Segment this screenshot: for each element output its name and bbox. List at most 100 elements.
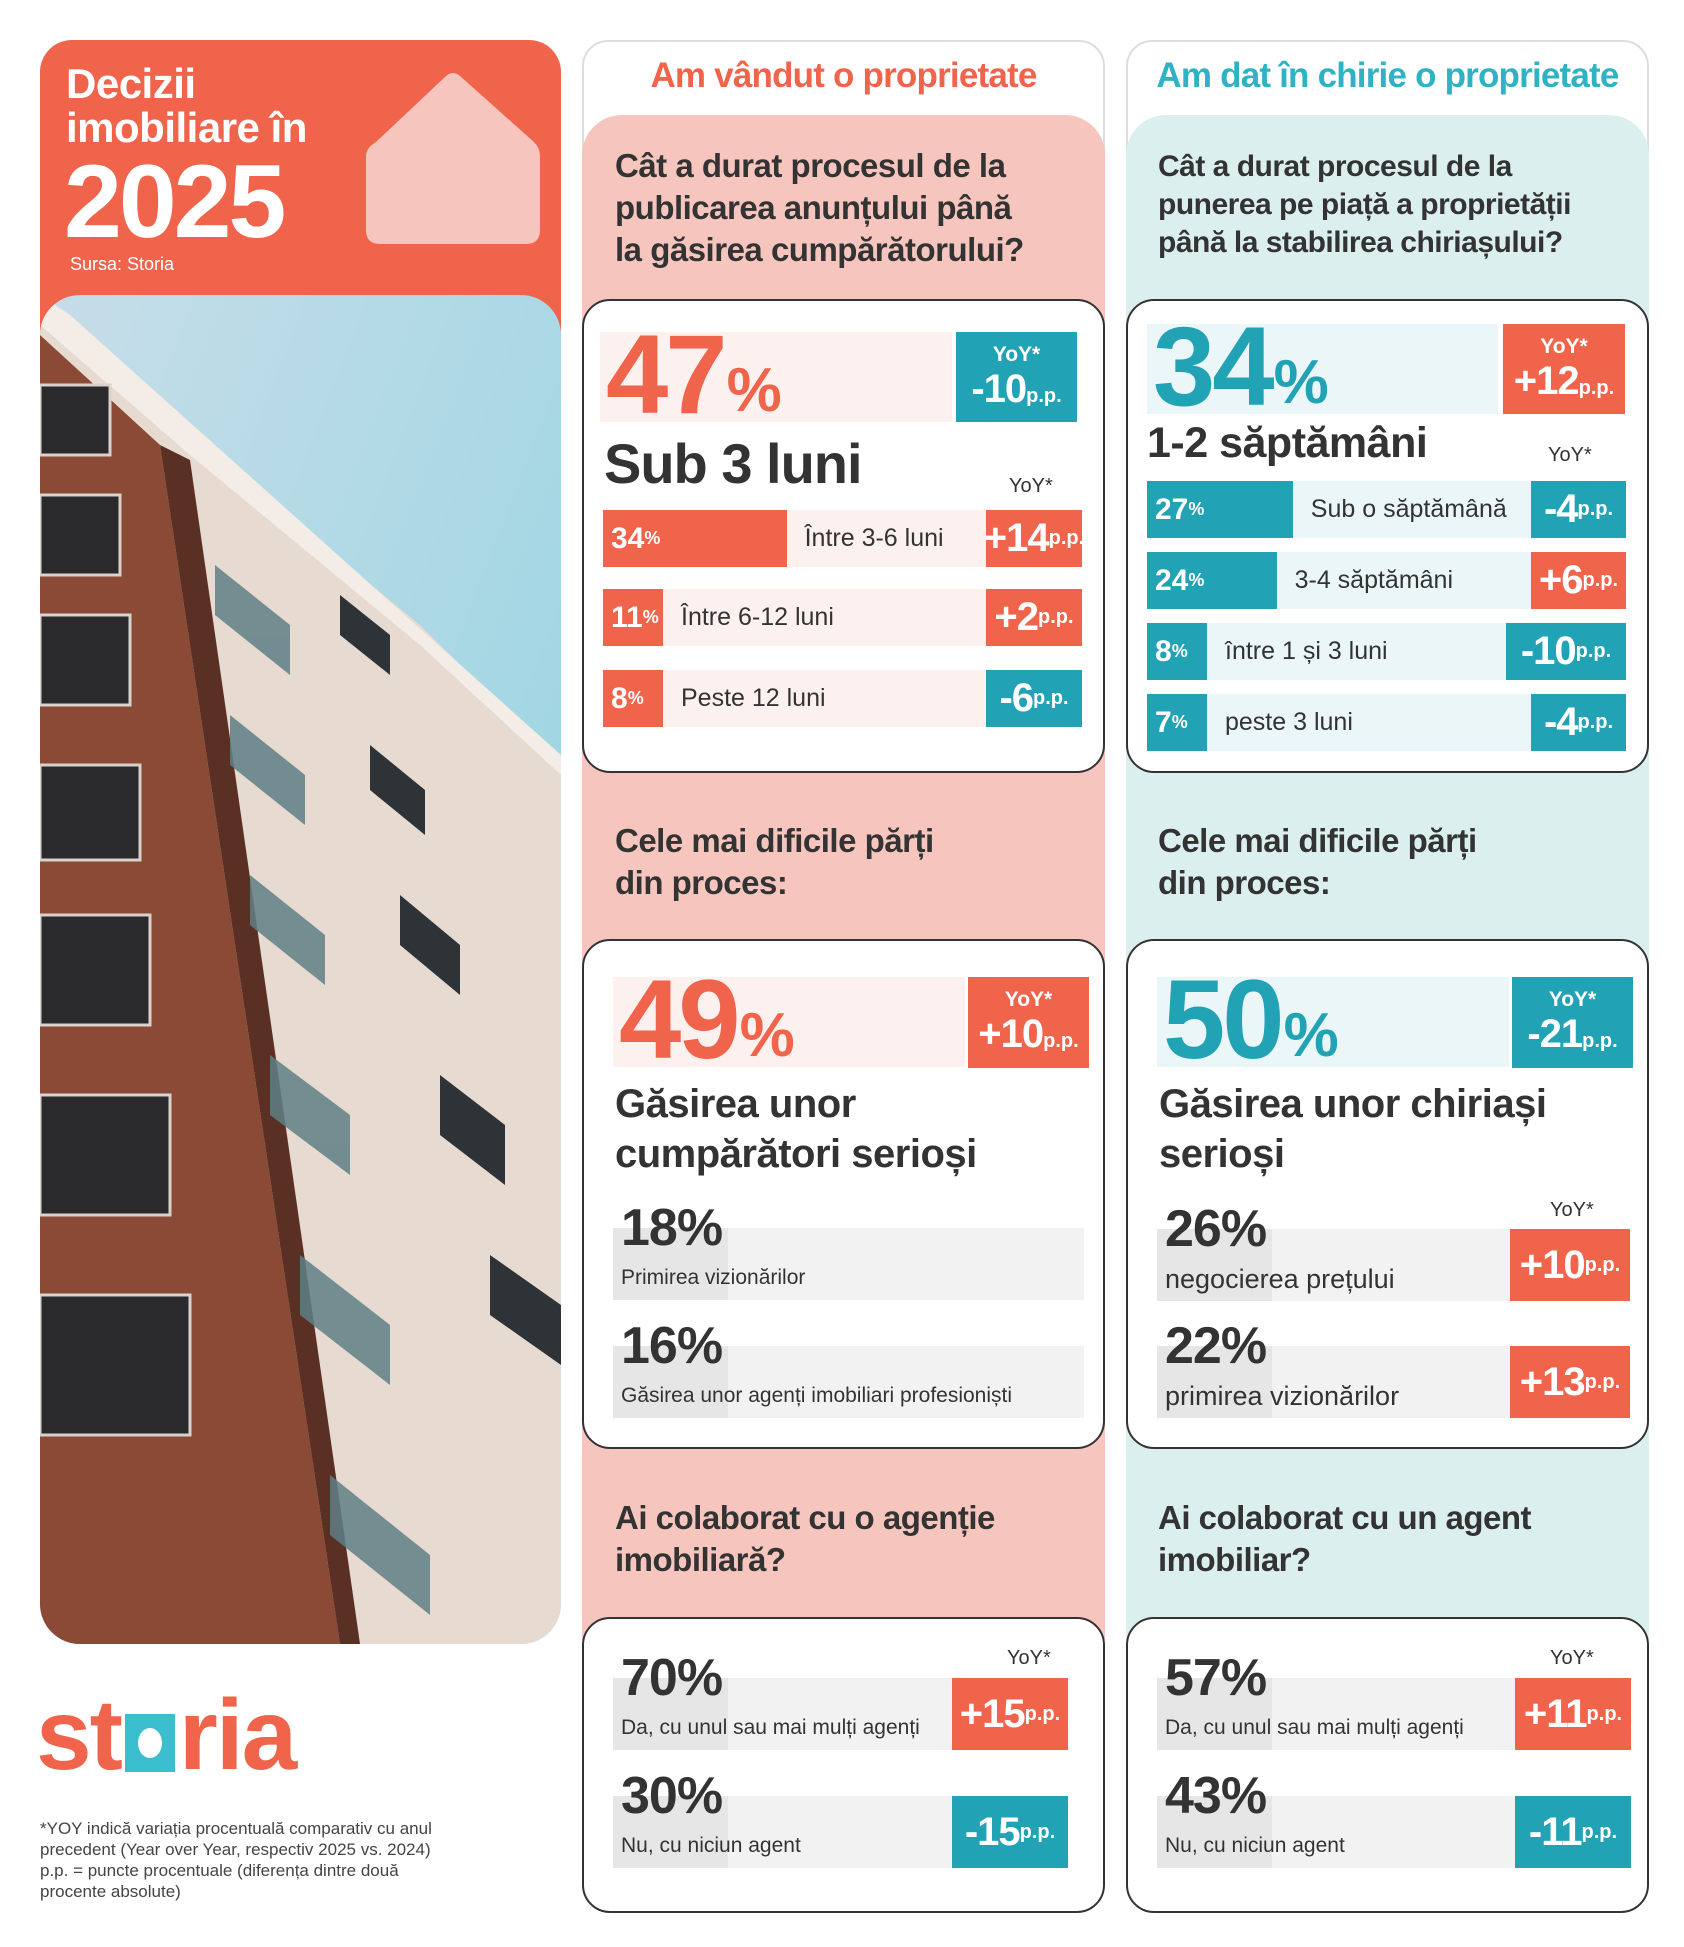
yoy-value: +12: [1513, 358, 1580, 403]
main-stat: 34%: [1147, 311, 1498, 423]
row-label: Sub o săptămână: [1310, 495, 1507, 523]
main-percent: 50: [1163, 957, 1285, 1082]
pp-unit: p.p.: [1578, 376, 1615, 399]
yoy-badge: +10 p.p.: [1510, 1229, 1630, 1301]
duration-row: 7% peste 3 luni -4 p.p.: [1147, 694, 1626, 751]
main-stat: 47%: [600, 319, 952, 431]
yoy-badge: -4 p.p.: [1531, 481, 1626, 538]
yoy-label: YoY*: [992, 342, 1041, 366]
rented-difficulties-card: 50% YoY* -21p.p. Găsirea unor chiriași s…: [1126, 939, 1649, 1449]
percent-fill: 8%: [603, 670, 663, 727]
agency-percent: 30%: [621, 1767, 723, 1825]
duration-row: 24% 3-4 săptămâni +6 p.p.: [1147, 552, 1626, 609]
yoy-badge: +2 p.p.: [986, 589, 1082, 646]
difficulty-label: primirea vizionărilor: [1165, 1381, 1400, 1411]
sold-difficulties-card: 49% YoY* +10p.p. Găsirea unor cumpărător…: [582, 939, 1105, 1449]
pp-unit: p.p.: [1026, 384, 1062, 407]
agent-label: Da, cu unul sau mai mulți agenți: [1165, 1716, 1464, 1739]
difficulty-percent: 26%: [1165, 1200, 1267, 1258]
agency-bar: 70% Da, cu unul sau mai mulți agenți +15…: [613, 1652, 1068, 1750]
difficulty-bar: 16% Găsirea unor agenți imobiliari profe…: [613, 1320, 1084, 1418]
difficulty-label: Găsirea unor agenți imobiliari profesion…: [621, 1384, 1013, 1407]
percent-fill: 27%: [1147, 481, 1293, 538]
yoy-column-label: YoY*: [1009, 475, 1053, 497]
house-icon: [366, 73, 540, 244]
rented-duration-question: Cât a durat procesul de la punerea pe pi…: [1158, 150, 1571, 259]
agent-bar: 57% Da, cu unul sau mai mulți agenți +11…: [1157, 1652, 1631, 1750]
hero-year: 2025: [64, 144, 286, 260]
yoy-badge: YoY* -21p.p.: [1512, 977, 1633, 1068]
duration-row: 11% Între 6-12 luni +2 p.p.: [603, 589, 1082, 646]
main-percent: 34: [1153, 304, 1275, 429]
yoy-value: -10: [971, 366, 1027, 411]
logo-text-left: st: [36, 1679, 123, 1791]
main-percent: 47: [606, 312, 728, 437]
sold-agency-heading: Ai colaborat cu o agenție imobiliară?: [615, 1499, 995, 1578]
hero-header: Decizii imobiliare în 2025 Sursa: Storia: [40, 40, 561, 340]
row-label: peste 3 luni: [1225, 708, 1353, 736]
row-label: Peste 12 luni: [681, 684, 826, 712]
yoy-label: YoY*: [1004, 988, 1053, 1011]
yoy-badge: +13 p.p.: [1510, 1346, 1630, 1418]
yoy-column-label: YoY*: [1550, 1199, 1594, 1221]
yoy-column-label: YoY*: [1550, 1647, 1594, 1669]
building-photo: [40, 295, 561, 1644]
yoy-badge: -10 p.p.: [1506, 623, 1626, 680]
difficulty-bar: 18% Primirea vizionărilor: [613, 1202, 1084, 1300]
percent-sign: %: [739, 1001, 795, 1070]
yoy-badge: +15 p.p.: [952, 1678, 1068, 1750]
difficulty-percent: 16%: [621, 1317, 723, 1375]
main-label: Găsirea unor chiriași serioși: [1159, 1082, 1547, 1176]
rented-difficulties-heading: Cele mai dificile părți din proces:: [1158, 822, 1477, 901]
footnote-line: procente absolute): [40, 1882, 181, 1901]
row-label: 3-4 săptămâni: [1294, 566, 1454, 594]
difficulty-label: negocierea prețului: [1165, 1264, 1395, 1294]
agent-percent: 43%: [1165, 1767, 1267, 1825]
rented-agent-heading: Ai colaborat cu un agent imobiliar?: [1158, 1499, 1532, 1578]
sold-column-title: Am vândut o proprietate: [650, 56, 1037, 95]
yoy-badge: YoY* +10p.p.: [968, 977, 1089, 1068]
difficulty-bar: 22% primirea vizionărilor +13 p.p.: [1157, 1320, 1630, 1418]
yoy-badge: -15 p.p.: [952, 1796, 1068, 1868]
percent-fill: 11%: [603, 589, 663, 646]
yoy-column-label: YoY*: [1007, 1647, 1051, 1669]
yoy-value: +10: [978, 1012, 1044, 1056]
percent-fill: 7%: [1147, 694, 1207, 751]
yoy-badge: +11 p.p.: [1515, 1678, 1631, 1750]
percent-sign: %: [1283, 1001, 1339, 1070]
sold-duration-question: Cât a durat procesul de la publicarea an…: [615, 147, 1024, 268]
duration-row: 8% Peste 12 luni -6 p.p.: [603, 670, 1082, 727]
row-label: între 1 și 3 luni: [1225, 637, 1388, 665]
title-line-1: Decizii: [66, 60, 196, 107]
yoy-badge: +14 p.p.: [984, 510, 1084, 567]
row-label: Între 3-6 luni: [804, 524, 944, 552]
difficulty-percent: 18%: [621, 1199, 723, 1257]
agency-percent: 70%: [621, 1649, 723, 1707]
pp-unit: p.p.: [1043, 1030, 1079, 1052]
main-stat: 49%: [613, 964, 965, 1076]
yoy-label: YoY*: [1548, 988, 1597, 1011]
yoy-badge: YoY* +12p.p.: [1503, 324, 1625, 414]
percent-sign: %: [726, 356, 782, 425]
yoy-column-label: YoY*: [1548, 444, 1592, 466]
agency-label: Nu, cu niciun agent: [621, 1834, 801, 1857]
footnote-line: p.p. = puncte procentuale (diferența din…: [40, 1861, 399, 1880]
yoy-badge: +6 p.p.: [1531, 552, 1626, 609]
difficulty-percent: 22%: [1165, 1317, 1267, 1375]
duration-row: 8% între 1 și 3 luni -10 p.p.: [1147, 623, 1626, 680]
main-label: 1-2 săptămâni: [1147, 419, 1428, 467]
rented-column-title: Am dat în chirie o proprietate: [1156, 56, 1619, 95]
main-label: Găsirea unor cumpărători serioși: [615, 1082, 977, 1176]
agent-label: Nu, cu niciun agent: [1165, 1834, 1345, 1857]
percent-fill: 8%: [1147, 623, 1207, 680]
rented-agent-card: YoY* 57% Da, cu unul sau mai mulți agenț…: [1126, 1617, 1649, 1913]
agency-label: Da, cu unul sau mai mulți agenți: [621, 1716, 920, 1739]
yoy-badge: YoY* -10p.p.: [956, 332, 1077, 422]
storia-logo: st ria: [36, 1679, 297, 1791]
main-percent: 49: [619, 957, 741, 1082]
agent-percent: 57%: [1165, 1649, 1267, 1707]
row-label: Între 6-12 luni: [681, 603, 834, 631]
duration-row: 34% Între 3-6 luni +14 p.p.: [603, 510, 1084, 567]
hero-title: Decizii imobiliare în: [66, 62, 307, 150]
agency-bar: 30% Nu, cu niciun agent -15 p.p.: [613, 1770, 1068, 1868]
